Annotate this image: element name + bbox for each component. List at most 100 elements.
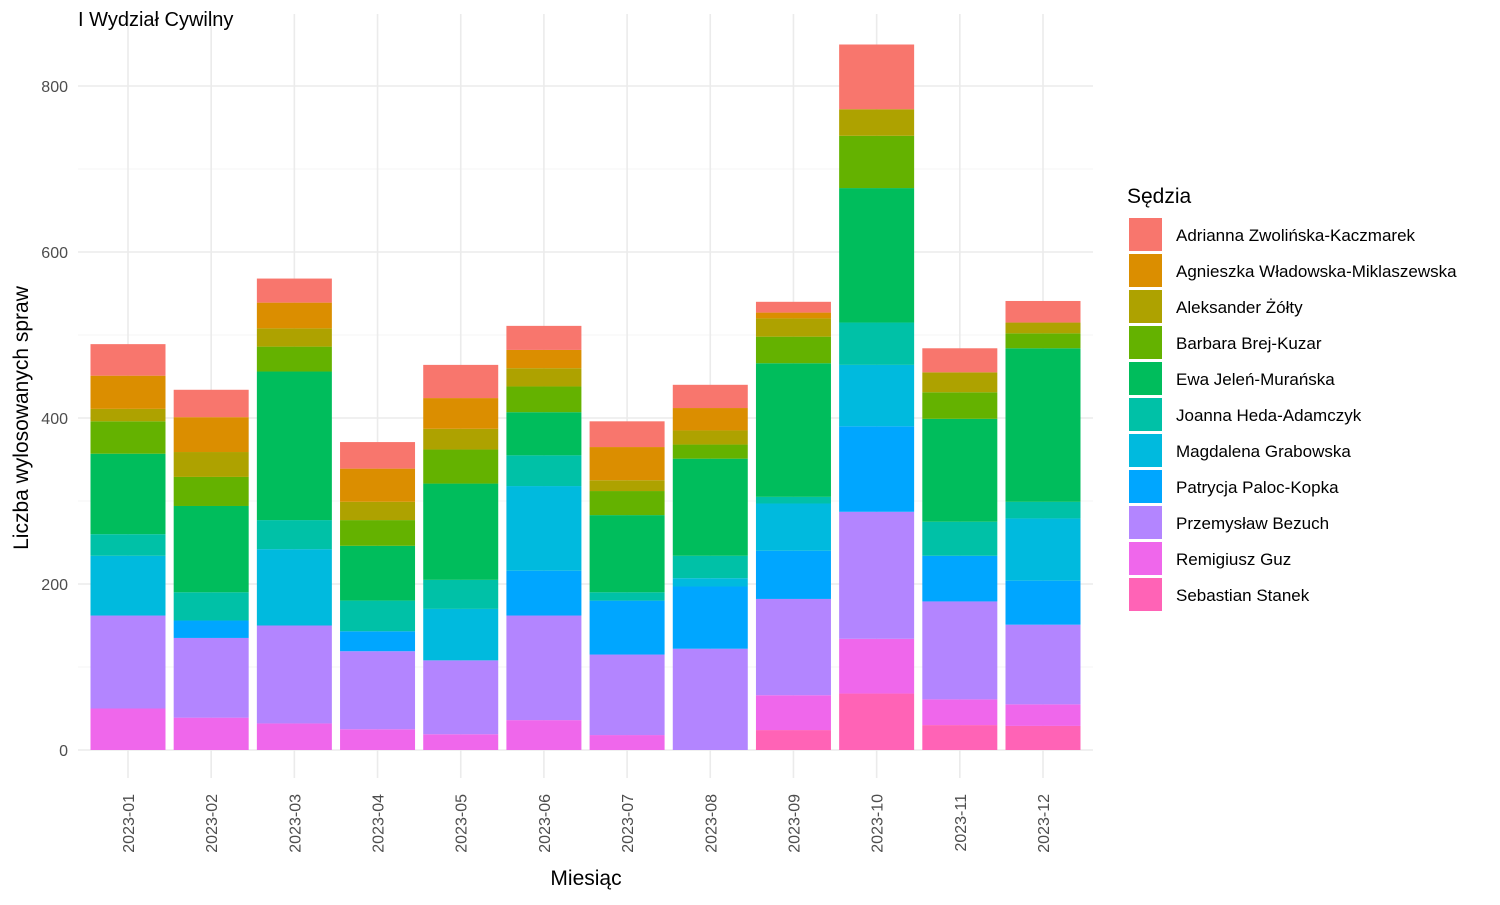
bar-segment: [256, 625, 332, 724]
legend-key: [1129, 470, 1162, 503]
bar-segment: [672, 578, 748, 587]
bar-segment: [423, 364, 499, 399]
axes: 0 200 400 600 800 2023-01 2023-02 2023-03 2023-0…: [41, 79, 1053, 853]
bar-segment: [423, 608, 499, 661]
legend-key: [1129, 290, 1162, 323]
bar-segment: [256, 302, 332, 329]
bar-segment: [589, 491, 665, 516]
legend-label: Ewa Jeleń-Murańska: [1176, 370, 1335, 389]
bar-segment: [340, 600, 416, 632]
bar-segment: [506, 570, 582, 616]
bar-segment: [755, 695, 831, 731]
bar-segment: [672, 648, 748, 750]
x-tick-label: 2023-06: [537, 794, 554, 853]
x-axis-title: Miesiąc: [550, 867, 621, 890]
bar-segment: [672, 555, 748, 579]
bar-segment: [90, 375, 166, 409]
legend-key: [1129, 398, 1162, 431]
y-tick-label: 800: [41, 79, 68, 96]
legend-label: Agnieszka Władowska-Miklaszewska: [1176, 262, 1457, 281]
bar-segment: [922, 372, 998, 393]
bar-segment: [506, 349, 582, 369]
bar-segment: [173, 592, 249, 621]
x-tick-label: 2023-02: [204, 794, 221, 853]
bar-segment: [672, 444, 748, 459]
bar-segment: [922, 699, 998, 726]
bar-segment: [589, 592, 665, 601]
legend: Sędzia Adrianna Zwolińska-Kaczmarek Agnie…: [1127, 185, 1457, 611]
bar-segment: [755, 550, 831, 599]
bar-segment: [589, 480, 665, 492]
legend-label: Remigiusz Guz: [1176, 550, 1291, 569]
bar-segment: [90, 344, 166, 376]
x-tick-label: 2023-07: [620, 794, 637, 853]
legend-key: [1129, 578, 1162, 611]
y-tick-label: 200: [41, 577, 68, 594]
bar-segment: [340, 501, 416, 521]
legend-key: [1129, 362, 1162, 395]
bar-segment: [256, 278, 332, 303]
bar-segment: [839, 135, 915, 189]
bar-segment: [340, 442, 416, 469]
bar-segment: [1005, 704, 1081, 726]
bar-segment: [173, 717, 249, 750]
x-tick-label: 2023-05: [454, 794, 471, 853]
bar-segment: [839, 426, 915, 512]
bar-segment: [423, 428, 499, 450]
bar-segment: [672, 384, 748, 409]
chart-title: I Wydział Cywilny: [78, 9, 233, 31]
bar-segment: [922, 555, 998, 602]
x-tick-label: 2023-01: [121, 794, 138, 853]
x-tick-label: 2023-12: [1036, 794, 1053, 853]
bar-segment: [1005, 725, 1081, 750]
bar-segment: [506, 412, 582, 456]
bar-segment: [173, 637, 249, 718]
bar-segment: [423, 398, 499, 429]
bar-segment: [340, 631, 416, 652]
bar-segment: [340, 651, 416, 730]
x-tick-label: 2023-04: [371, 794, 388, 853]
bar-segment: [672, 408, 748, 431]
bar-segment: [506, 386, 582, 413]
bar-segment: [755, 363, 831, 497]
x-tick-label: 2023-10: [870, 794, 887, 853]
bar-segment: [256, 371, 332, 521]
bar-segment: [922, 521, 998, 556]
bar-segment: [755, 312, 831, 319]
legend-key: [1129, 254, 1162, 287]
y-tick-label: 0: [59, 743, 68, 760]
bar-segment: [340, 729, 416, 750]
bar-segment: [755, 730, 831, 750]
bar-segment: [423, 483, 499, 580]
legend-label: Magdalena Grabowska: [1176, 442, 1351, 461]
bar-segment: [90, 534, 166, 556]
bar-segment: [256, 723, 332, 750]
bar-segment: [922, 725, 998, 750]
bar-segment: [839, 693, 915, 750]
bar-segment: [755, 336, 831, 364]
bar-segment: [755, 598, 831, 696]
bar-segment: [256, 328, 332, 347]
legend-label: Sebastian Stanek: [1176, 586, 1310, 605]
x-tick-label: 2023-09: [786, 794, 803, 853]
legend-key: [1129, 506, 1162, 539]
y-axis-title: Liczba wylosowanych spraw: [10, 285, 33, 550]
bar-segment: [755, 496, 831, 504]
y-tick-label: 400: [41, 411, 68, 428]
bar-segment: [506, 368, 582, 387]
bar-segment: [173, 476, 249, 506]
bar-segment: [922, 418, 998, 522]
bar-segment: [90, 408, 166, 422]
bar-segment: [1005, 348, 1081, 502]
bar-segment: [1005, 322, 1081, 334]
bar-segment: [423, 734, 499, 750]
bar-segment: [1005, 580, 1081, 625]
legend-key: [1129, 434, 1162, 467]
bar-segment: [506, 455, 582, 487]
bar-segment: [839, 109, 915, 136]
bar-segment: [672, 586, 748, 649]
y-tick-label: 600: [41, 245, 68, 262]
legend-label: Aleksander Żółty: [1176, 298, 1303, 317]
